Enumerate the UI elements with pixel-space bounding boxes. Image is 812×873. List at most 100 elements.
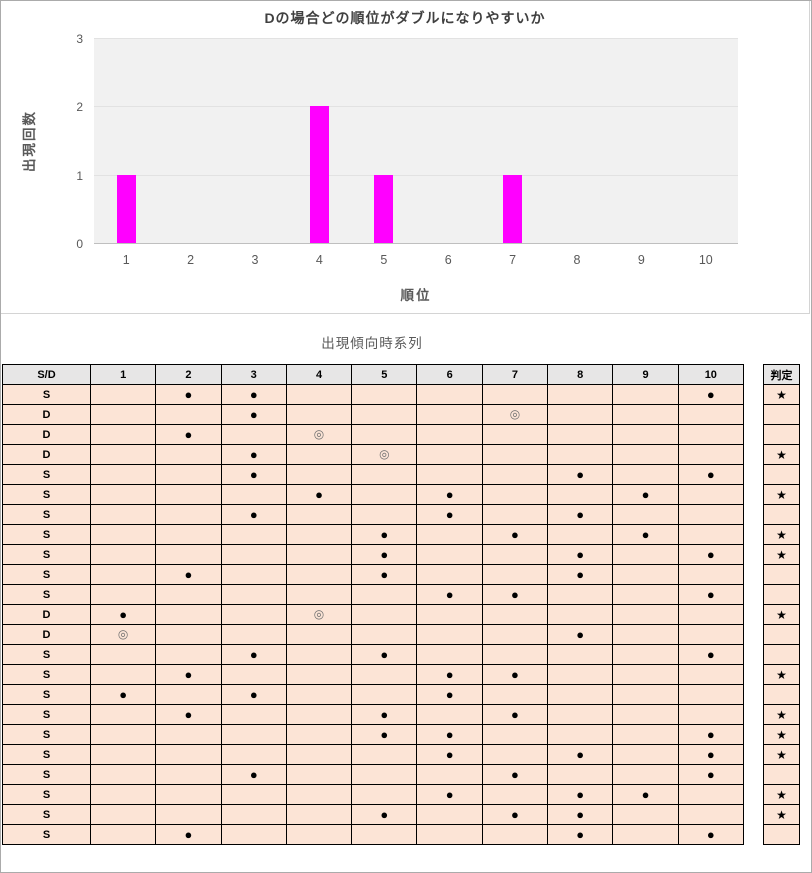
- star-judge-cell[interactable]: ★: [763, 524, 800, 545]
- empty-cell[interactable]: [481, 784, 549, 805]
- empty-cell[interactable]: [351, 504, 418, 525]
- sd-cell[interactable]: S: [2, 684, 91, 705]
- empty-cell[interactable]: [481, 384, 549, 405]
- dot-mark-cell[interactable]: ●: [351, 704, 418, 725]
- empty-cell[interactable]: [351, 464, 418, 485]
- dot-mark-cell[interactable]: ●: [481, 704, 549, 725]
- empty-judge-cell[interactable]: [763, 644, 800, 665]
- empty-cell[interactable]: [677, 564, 744, 585]
- empty-cell[interactable]: [220, 584, 287, 605]
- empty-cell[interactable]: [220, 564, 287, 585]
- empty-cell[interactable]: [547, 384, 614, 405]
- empty-cell[interactable]: [612, 544, 679, 565]
- dot-mark-cell[interactable]: ●: [481, 524, 549, 545]
- empty-cell[interactable]: [612, 384, 679, 405]
- dot-mark-cell[interactable]: ●: [547, 564, 614, 585]
- empty-cell[interactable]: [89, 584, 157, 605]
- dot-mark-cell[interactable]: ●: [351, 724, 418, 745]
- empty-cell[interactable]: [612, 704, 679, 725]
- sd-cell[interactable]: S: [2, 524, 91, 545]
- dot-mark-cell[interactable]: ●: [481, 804, 549, 825]
- header-cell[interactable]: 1: [89, 364, 157, 385]
- empty-cell[interactable]: [481, 464, 549, 485]
- empty-cell[interactable]: [89, 544, 157, 565]
- star-judge-cell[interactable]: ★: [763, 604, 800, 625]
- dot-mark-cell[interactable]: ●: [155, 384, 222, 405]
- empty-cell[interactable]: [220, 824, 287, 845]
- empty-cell[interactable]: [89, 404, 157, 425]
- empty-cell[interactable]: [416, 524, 483, 545]
- dot-mark-cell[interactable]: ●: [155, 564, 222, 585]
- dot-mark-cell[interactable]: ●: [416, 504, 483, 525]
- empty-cell[interactable]: [677, 624, 744, 645]
- star-judge-cell[interactable]: ★: [763, 444, 800, 465]
- empty-cell[interactable]: [285, 524, 353, 545]
- empty-cell[interactable]: [677, 404, 744, 425]
- empty-cell[interactable]: [89, 424, 157, 445]
- empty-cell[interactable]: [481, 644, 549, 665]
- empty-cell[interactable]: [416, 384, 483, 405]
- sd-cell[interactable]: S: [2, 504, 91, 525]
- empty-cell[interactable]: [677, 684, 744, 705]
- dot-mark-cell[interactable]: ●: [481, 584, 549, 605]
- empty-cell[interactable]: [677, 804, 744, 825]
- empty-cell[interactable]: [481, 824, 549, 845]
- star-judge-cell[interactable]: ★: [763, 384, 800, 405]
- empty-cell[interactable]: [351, 764, 418, 785]
- dot-mark-cell[interactable]: ●: [677, 764, 744, 785]
- empty-cell[interactable]: [547, 764, 614, 785]
- empty-cell[interactable]: [416, 444, 483, 465]
- sd-cell[interactable]: D: [2, 404, 91, 425]
- empty-cell[interactable]: [481, 564, 549, 585]
- empty-cell[interactable]: [155, 444, 222, 465]
- dot-mark-cell[interactable]: ●: [547, 464, 614, 485]
- empty-cell[interactable]: [416, 704, 483, 725]
- sd-cell[interactable]: S: [2, 744, 91, 765]
- sd-cell[interactable]: D: [2, 624, 91, 645]
- dot-mark-cell[interactable]: ●: [677, 824, 744, 845]
- empty-judge-cell[interactable]: [763, 824, 800, 845]
- star-judge-cell[interactable]: ★: [763, 704, 800, 725]
- empty-cell[interactable]: [416, 564, 483, 585]
- dot-mark-cell[interactable]: ●: [351, 644, 418, 665]
- empty-cell[interactable]: [677, 704, 744, 725]
- empty-cell[interactable]: [220, 484, 287, 505]
- empty-cell[interactable]: [285, 724, 353, 745]
- empty-cell[interactable]: [89, 784, 157, 805]
- empty-cell[interactable]: [155, 724, 222, 745]
- empty-cell[interactable]: [155, 804, 222, 825]
- empty-cell[interactable]: [547, 424, 614, 445]
- sd-cell[interactable]: S: [2, 764, 91, 785]
- empty-cell[interactable]: [612, 504, 679, 525]
- empty-cell[interactable]: [612, 564, 679, 585]
- empty-cell[interactable]: [220, 724, 287, 745]
- empty-cell[interactable]: [416, 624, 483, 645]
- star-judge-cell[interactable]: ★: [763, 544, 800, 565]
- empty-cell[interactable]: [612, 724, 679, 745]
- dot-mark-cell[interactable]: ●: [416, 784, 483, 805]
- bar-chart[interactable]: Dの場合どの順位がダブルになりやすいか 出現回数 0 1 2 3 1 2 3 4 5 6 7 8 9 1…: [1, 1, 810, 314]
- dot-mark-cell[interactable]: ●: [220, 384, 287, 405]
- dot-mark-cell[interactable]: ●: [416, 724, 483, 745]
- empty-cell[interactable]: [155, 524, 222, 545]
- dot-mark-cell[interactable]: ●: [547, 504, 614, 525]
- header-cell[interactable]: 2: [155, 364, 222, 385]
- dot-mark-cell[interactable]: ●: [547, 784, 614, 805]
- empty-cell[interactable]: [677, 664, 744, 685]
- empty-judge-cell[interactable]: [763, 584, 800, 605]
- empty-cell[interactable]: [220, 804, 287, 825]
- empty-cell[interactable]: [612, 824, 679, 845]
- empty-cell[interactable]: [351, 484, 418, 505]
- empty-cell[interactable]: [155, 624, 222, 645]
- dot-mark-cell[interactable]: ●: [677, 384, 744, 405]
- empty-cell[interactable]: [220, 784, 287, 805]
- empty-cell[interactable]: [481, 444, 549, 465]
- empty-cell[interactable]: [416, 804, 483, 825]
- sd-cell[interactable]: S: [2, 544, 91, 565]
- empty-cell[interactable]: [351, 684, 418, 705]
- dot-mark-cell[interactable]: ●: [416, 744, 483, 765]
- empty-cell[interactable]: [481, 544, 549, 565]
- header-cell[interactable]: 7: [481, 364, 549, 385]
- empty-cell[interactable]: [220, 744, 287, 765]
- header-cell[interactable]: 4: [285, 364, 353, 385]
